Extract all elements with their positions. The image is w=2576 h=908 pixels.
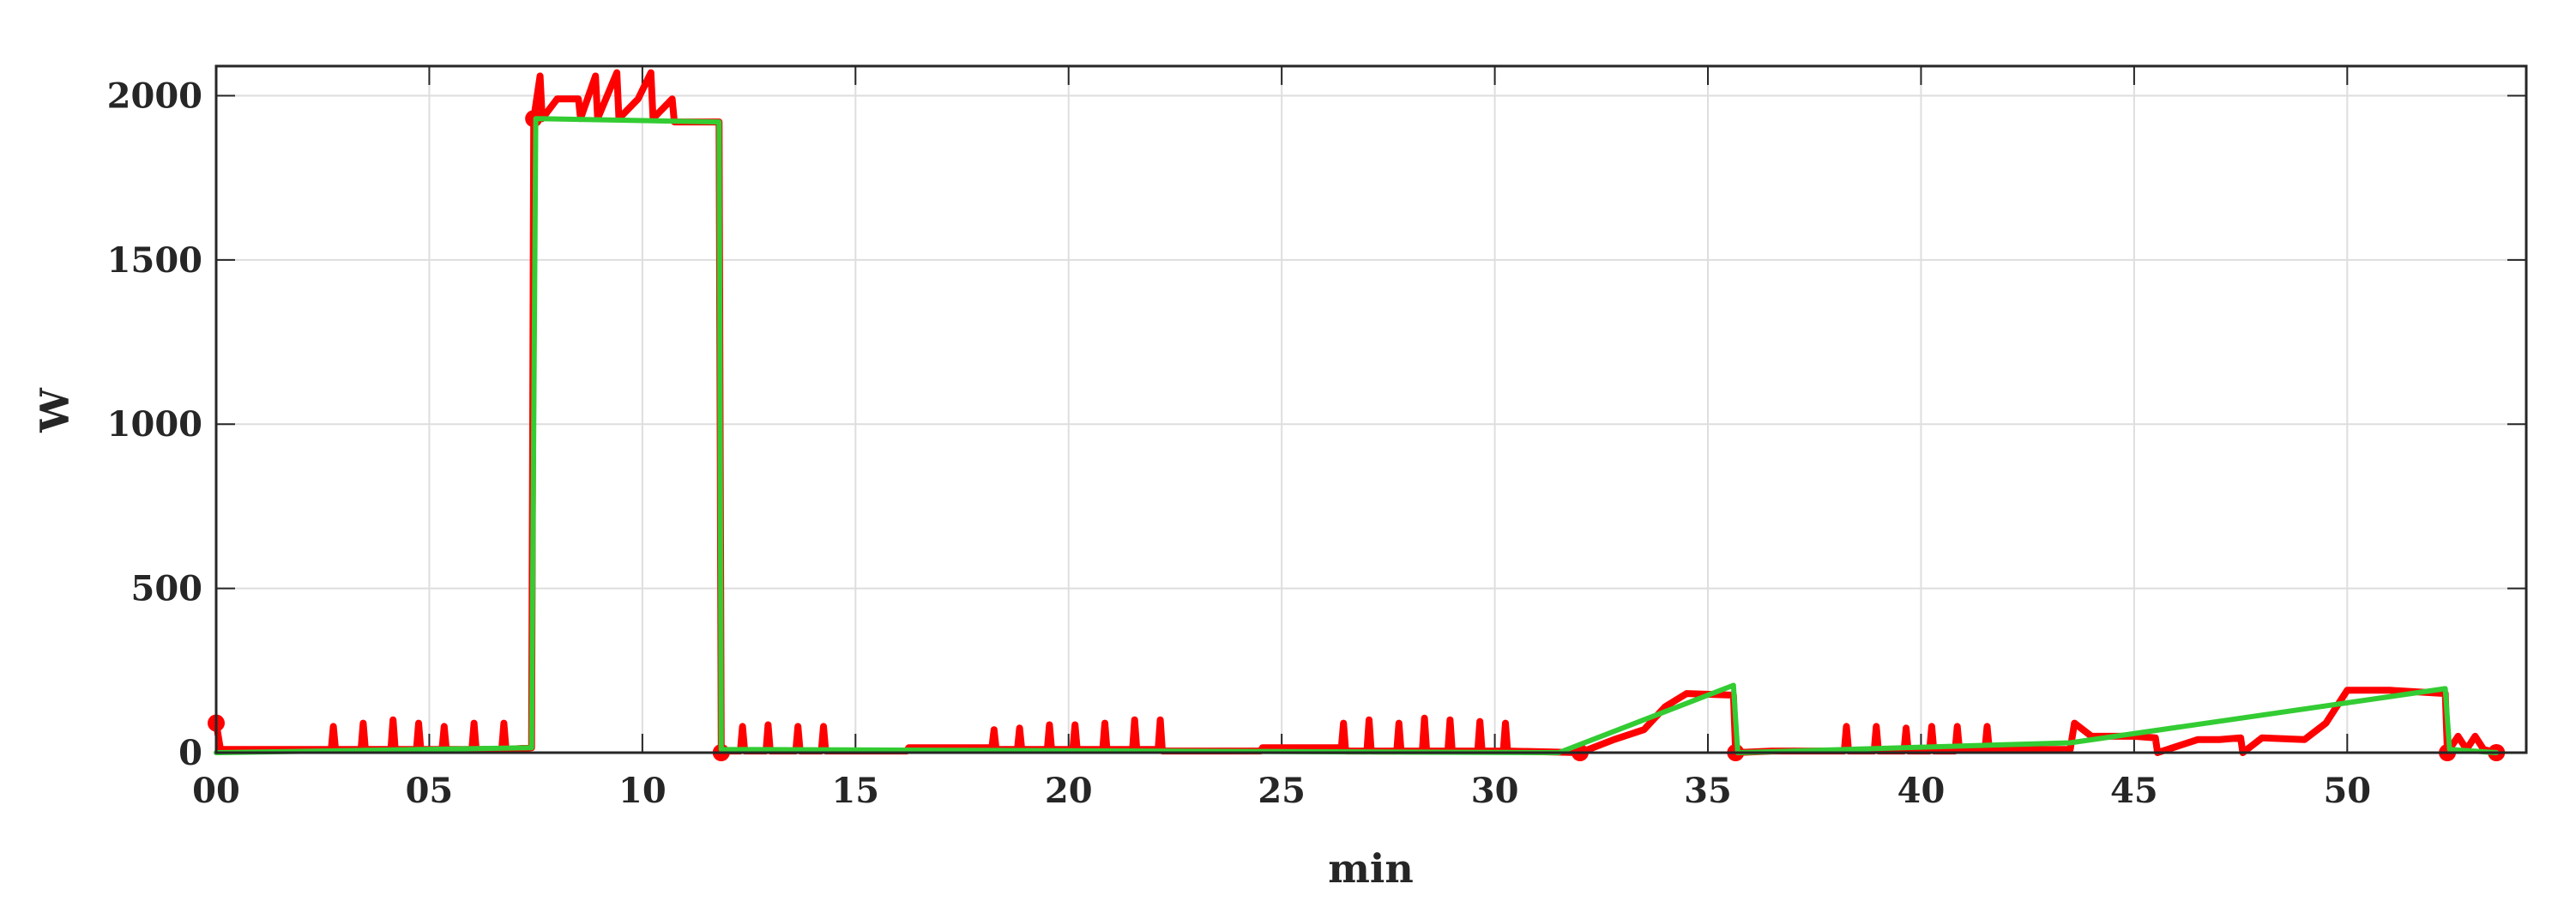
x-tick-label: 45 bbox=[2110, 771, 2158, 811]
x-tick-label: 30 bbox=[1471, 771, 1519, 811]
x-tick-label: 35 bbox=[1684, 771, 1732, 811]
x-tick-label: 10 bbox=[618, 771, 667, 811]
x-tick-label: 05 bbox=[406, 771, 454, 811]
x-tick-label: 20 bbox=[1045, 771, 1093, 811]
y-tick-label: 1000 bbox=[107, 404, 202, 445]
x-tick-label: 15 bbox=[831, 771, 879, 811]
x-tick-label: 00 bbox=[192, 771, 240, 811]
plot-frame bbox=[214, 64, 2528, 754]
y-tick-label: 500 bbox=[131, 569, 203, 609]
x-tick-label: 25 bbox=[1258, 771, 1306, 811]
data-line bbox=[214, 116, 2500, 755]
y-tick-label: 1500 bbox=[107, 240, 202, 281]
x-axis-label: min bbox=[1328, 845, 1414, 892]
y-tick-label: 0 bbox=[178, 733, 202, 773]
y-axis-label: W bbox=[32, 387, 78, 433]
x-tick-label: 50 bbox=[2323, 771, 2371, 811]
x-tick-label: 40 bbox=[1897, 771, 1946, 811]
y-tick-label: 2000 bbox=[107, 76, 202, 116]
